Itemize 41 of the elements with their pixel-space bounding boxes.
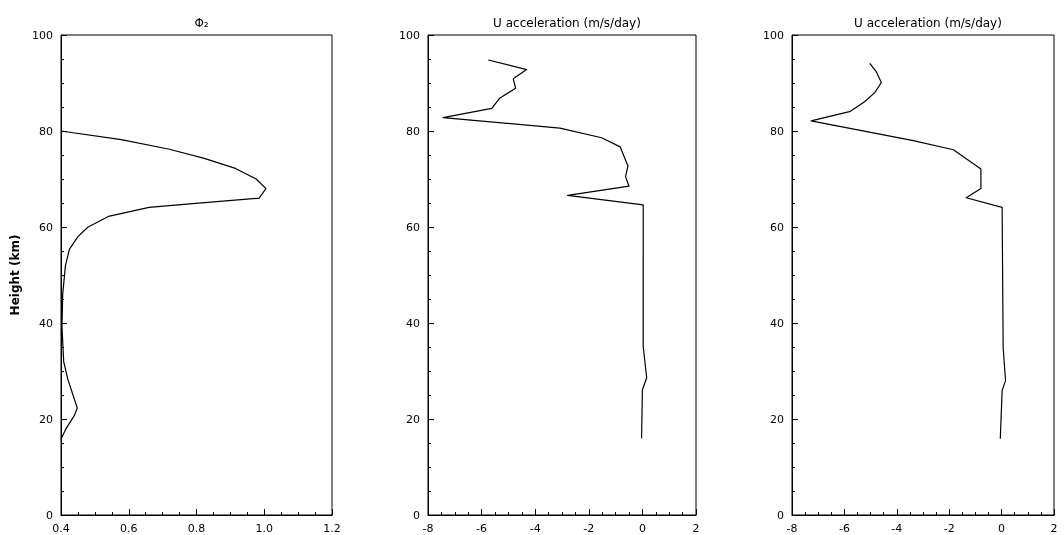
x-tick-label: 0 [638, 522, 646, 535]
x-tick-label: -6 [838, 522, 850, 535]
x-tick-label: 0.4 [52, 522, 70, 535]
y-tick-label: 60 [770, 220, 784, 234]
y-tick-label: 20 [406, 412, 420, 426]
y-tick-label: 100 [399, 28, 420, 42]
y-tick-label: 0 [413, 508, 420, 522]
x-tick-label: -8 [422, 522, 434, 535]
x-tick-label: 1.2 [323, 522, 341, 535]
y-tick-label: 0 [46, 508, 53, 522]
y-tick-label: 80 [39, 124, 53, 138]
line-series [442, 59, 648, 439]
y-tick-label: 100 [763, 28, 784, 42]
x-tick-label: -6 [476, 522, 488, 535]
y-tick-label: 0 [777, 508, 784, 522]
y-tick-label: 60 [39, 220, 53, 234]
x-tick-label: -2 [943, 522, 955, 535]
x-tick-label: 0.8 [187, 522, 206, 535]
x-tick-label: 1.0 [255, 522, 273, 535]
y-tick-label: 40 [770, 316, 784, 330]
y-tick-label: 40 [406, 316, 420, 330]
x-tick-label: 2 [1050, 522, 1058, 535]
y-axis-title: Height (km) [8, 234, 23, 316]
x-tick-label: -8 [786, 522, 798, 535]
y-tick-label: 80 [406, 124, 420, 138]
y-tick-label: 40 [39, 316, 53, 330]
chart-title: U acceleration (m/s/day) [493, 16, 641, 30]
x-tick-label: -2 [583, 522, 595, 535]
x-tick-label: -4 [529, 522, 541, 535]
x-tick-label: 0 [998, 522, 1006, 535]
y-tick-label: 100 [32, 28, 53, 42]
line-series [810, 62, 1007, 440]
y-tick-label: 60 [406, 220, 420, 234]
y-tick-label: 80 [770, 124, 784, 138]
x-tick-label: 2 [692, 522, 700, 535]
y-tick-label: 20 [39, 412, 53, 426]
x-tick-label: -4 [891, 522, 903, 535]
x-tick-label: 0.6 [120, 522, 138, 535]
y-tick-label: 20 [770, 412, 784, 426]
chart-title: Φ₂ [194, 16, 209, 30]
chart-title: U acceleration (m/s/day) [854, 16, 1002, 30]
